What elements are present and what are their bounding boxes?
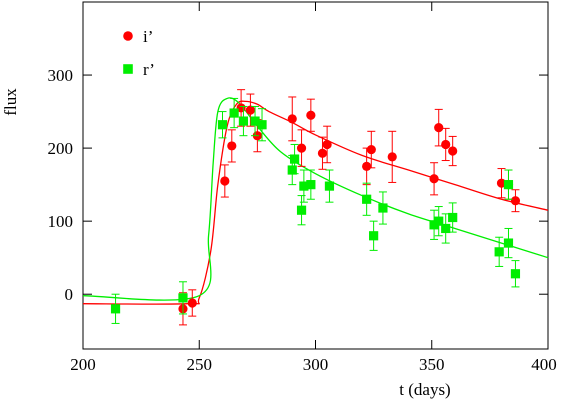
data-point-square — [217, 120, 228, 130]
fit-curve-circle — [82, 100, 549, 305]
data-point-square — [299, 181, 309, 191]
legend: i’ r’ — [123, 27, 155, 79]
data-point-circle — [441, 139, 451, 150]
data-point-circle — [387, 152, 397, 162]
legend-label: i’ — [143, 27, 153, 46]
data-point-square — [448, 212, 458, 223]
x-tick-label: 400 — [531, 355, 557, 374]
data-point-circle — [306, 110, 316, 120]
data-point-circle — [366, 144, 376, 155]
data-point-circle — [245, 105, 255, 115]
data-point-square — [494, 247, 504, 257]
fit-curve-square — [82, 97, 549, 301]
data-point-circle — [317, 148, 328, 158]
data-point-square — [429, 220, 439, 230]
plot-frame — [82, 1, 549, 350]
data-point-square — [324, 181, 335, 191]
data-point-circle — [227, 141, 237, 151]
y-axis-label: flux — [1, 88, 20, 116]
data-point-circle — [220, 176, 230, 186]
x-tick-label: 350 — [419, 355, 445, 374]
x-axis-label: t (days) — [399, 380, 450, 399]
data-points — [110, 89, 521, 326]
data-point-square — [503, 238, 514, 248]
data-point-square — [434, 216, 444, 226]
data-point-square — [250, 116, 260, 126]
y-tick-label: 300 — [48, 66, 74, 85]
data-point-square — [178, 293, 188, 303]
legend-marker-square — [123, 64, 133, 74]
data-point-circle — [287, 114, 297, 124]
data-point-square — [306, 180, 316, 190]
y-tick-label: 100 — [48, 212, 74, 231]
data-point-circle — [296, 143, 307, 153]
y-tick-label: 200 — [48, 139, 74, 158]
data-point-square — [369, 231, 379, 241]
data-point-square — [503, 180, 514, 190]
data-point-circle — [496, 178, 507, 188]
data-point-circle — [322, 139, 332, 150]
data-point-circle — [448, 146, 458, 156]
data-point-circle — [510, 196, 521, 206]
data-point-square — [510, 269, 521, 279]
data-point-square — [110, 304, 121, 314]
data-point-square — [229, 108, 239, 118]
data-point-square — [362, 194, 372, 204]
data-point-circle — [187, 298, 197, 308]
fit-curves — [82, 97, 549, 305]
data-point-circle — [434, 123, 444, 133]
data-point-square — [296, 205, 307, 215]
legend-marker-circle — [123, 31, 133, 41]
data-point-square — [257, 120, 267, 130]
y-tick-label: 0 — [65, 285, 74, 304]
data-point-square — [238, 116, 249, 126]
data-point-square — [378, 203, 388, 213]
x-tick-label: 300 — [303, 355, 329, 374]
data-point-circle — [362, 161, 372, 171]
legend-label: r’ — [143, 60, 155, 79]
data-point-square — [441, 223, 451, 234]
data-point-square — [287, 165, 297, 175]
x-tick-label: 200 — [70, 355, 96, 374]
data-point-square — [289, 154, 300, 164]
data-point-circle — [429, 174, 439, 184]
x-tick-label: 250 — [187, 355, 213, 374]
axis-ticks: 200 250 300 350 400 0 100 200 300 — [48, 2, 557, 374]
